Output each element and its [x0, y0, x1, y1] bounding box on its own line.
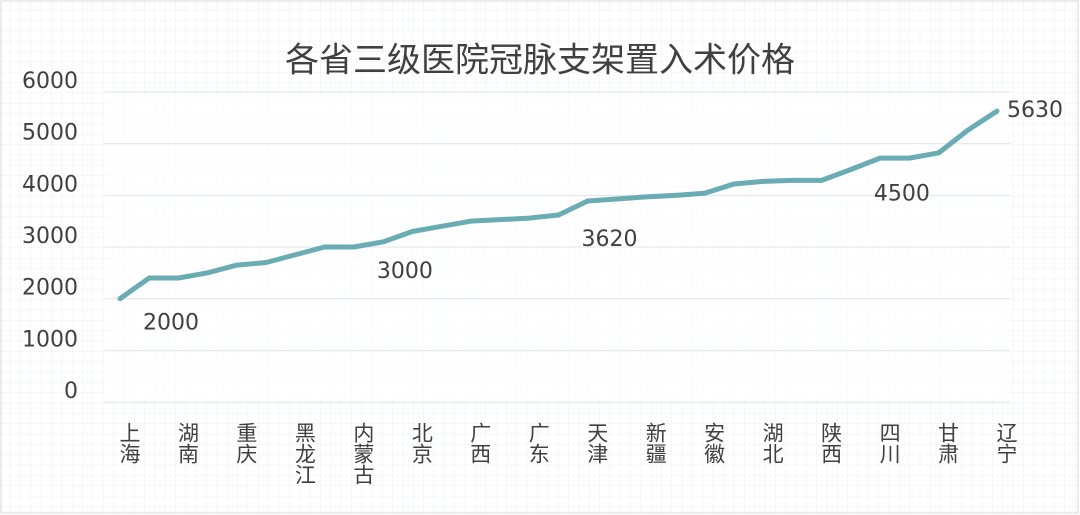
- y-tick-label: 3000: [22, 224, 78, 249]
- data-label: 3620: [582, 227, 638, 252]
- y-tick-label: 2000: [22, 276, 78, 301]
- y-tick-label: 5000: [22, 121, 78, 146]
- x-tick-label: 北京: [409, 422, 433, 464]
- x-tick-label: 重庆: [234, 422, 258, 464]
- x-tick-label: 黑龙江: [292, 422, 316, 485]
- x-tick-label: 内蒙古: [351, 422, 375, 485]
- data-label: 3000: [377, 259, 433, 284]
- x-tick-label: 新疆: [643, 422, 667, 464]
- y-tick-label: 6000: [22, 69, 78, 94]
- y-tick-label: 0: [64, 379, 78, 404]
- x-tick-label: 甘肃: [936, 422, 960, 464]
- x-tick-label: 湖南: [175, 422, 199, 464]
- y-tick-label: 1000: [22, 327, 78, 352]
- x-tick-label: 广西: [468, 422, 492, 464]
- data-label: 4500: [874, 182, 930, 207]
- y-tick-label: 4000: [22, 172, 78, 197]
- x-tick-label: 湖北: [760, 422, 784, 464]
- line: [117, 108, 1000, 302]
- chart-title: 各省三级医院冠脉支架置入术价格: [285, 41, 795, 81]
- x-tick-label: 四川: [877, 422, 901, 464]
- x-tick-label: 陕西: [819, 422, 843, 464]
- x-tick-label: 天津: [585, 422, 609, 464]
- x-tick-label: 辽宁: [994, 422, 1018, 464]
- data-label: 2000: [143, 311, 199, 336]
- data-label: 5630: [1007, 98, 1063, 123]
- x-tick-label: 广东: [526, 422, 550, 464]
- x-tick-label: 上海: [117, 422, 141, 464]
- x-tick-label: 安徽: [702, 422, 726, 464]
